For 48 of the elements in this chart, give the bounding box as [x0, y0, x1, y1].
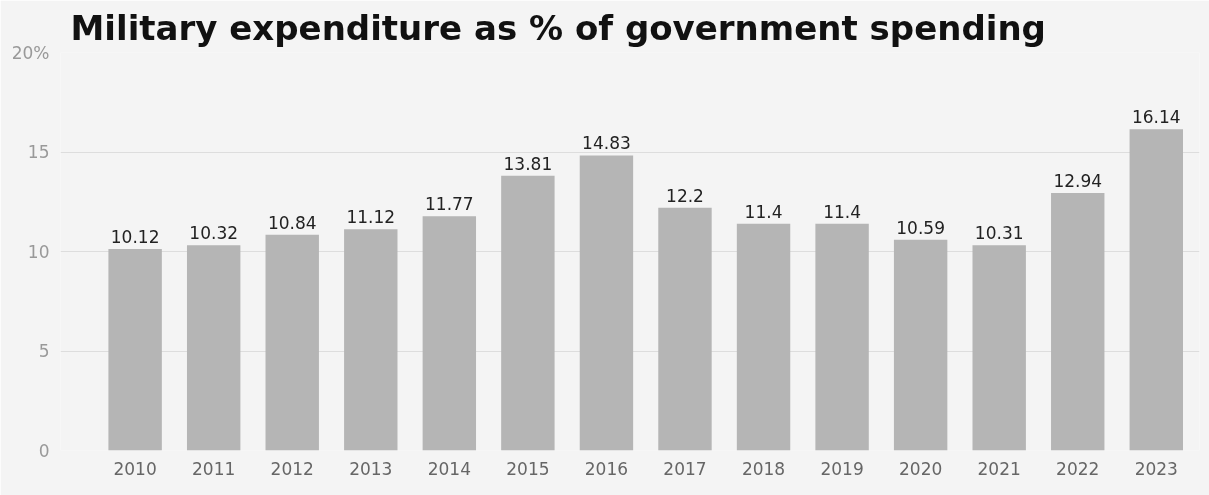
data-label: 10.59: [896, 217, 945, 238]
data-label: 11.12: [346, 207, 396, 228]
bar: [736, 223, 791, 451]
bar: [815, 223, 869, 451]
x-tick-label: 2018: [741, 458, 786, 479]
x-tick-label: 2013: [349, 458, 393, 479]
data-label: 12.94: [1053, 170, 1103, 191]
y-tick-label: 15: [27, 142, 50, 162]
data-label: 16.14: [1131, 107, 1181, 128]
x-tick-label: 2020: [899, 458, 943, 479]
y-tick-label: 10: [27, 241, 50, 262]
x-tick-label: 2019: [820, 458, 864, 479]
y-tick-label: 5: [38, 341, 50, 361]
data-label: 14.83: [582, 133, 631, 154]
bar: [422, 216, 477, 451]
data-label: 11.77: [425, 194, 474, 215]
x-tick-label: 2017: [663, 458, 707, 479]
bar: [501, 175, 555, 451]
bar: [972, 245, 1026, 451]
data-label: 13.81: [503, 153, 553, 174]
x-tick-label: 2012: [270, 458, 314, 479]
x-tick-label: 2023: [1134, 458, 1178, 479]
bar: [265, 234, 319, 451]
data-label: 11.4: [823, 201, 862, 222]
bar: [1129, 129, 1183, 451]
data-label: 10.31: [974, 223, 1024, 244]
bar: [893, 239, 948, 451]
x-tick-label: 2010: [113, 458, 157, 479]
x-tick-label: 2022: [1056, 458, 1100, 479]
data-label: 10.12: [110, 227, 160, 248]
x-tick-label: 2021: [977, 458, 1021, 479]
x-tick-label: 2011: [192, 458, 236, 479]
bar: [186, 245, 241, 451]
bar: [344, 229, 398, 451]
bar: [579, 155, 634, 451]
bar: [658, 207, 712, 451]
bar: [1051, 192, 1105, 451]
x-tick-label: 2014: [427, 458, 471, 479]
y-tick-label: 0: [38, 440, 50, 461]
data-label: 12.2: [666, 185, 704, 206]
data-label: 11.4: [744, 201, 783, 222]
data-label: 10.32: [189, 223, 239, 244]
x-tick-label: 2015: [506, 458, 550, 479]
x-tick-label: 2016: [584, 458, 629, 479]
chart-title: Military expenditure as % of government spending: [70, 7, 1046, 48]
bar: [108, 249, 162, 451]
y-tick-label: 20%: [11, 42, 50, 63]
data-label: 10.84: [267, 212, 317, 233]
